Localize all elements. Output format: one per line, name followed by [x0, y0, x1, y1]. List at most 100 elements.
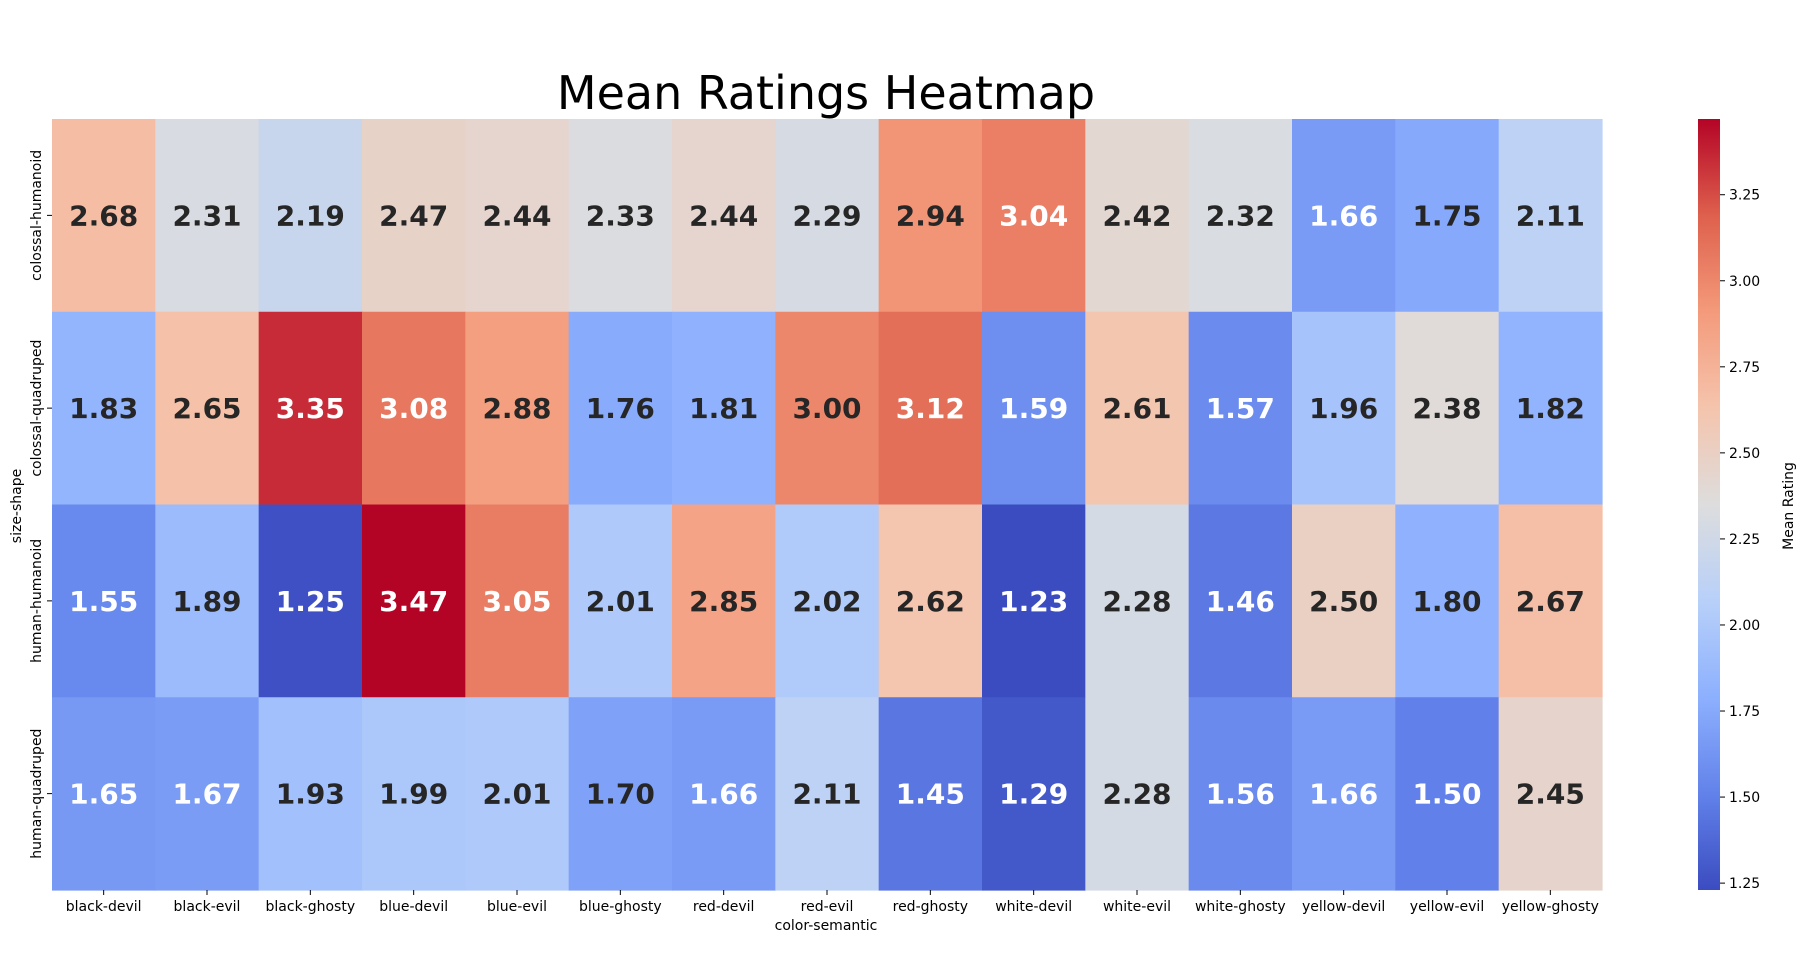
x-tick-label: white-devil	[995, 899, 1072, 915]
x-tick-label: black-ghosty	[266, 899, 356, 915]
cell-value-label: 2.29	[792, 199, 861, 232]
x-axis: black-devil black-evil black-ghosty blue-de…	[66, 890, 1599, 915]
heatmap-cell	[52, 504, 156, 698]
x-tick-label: red-devil	[693, 899, 755, 915]
heatmap-cell	[982, 697, 1086, 891]
cell-value-label: 2.44	[482, 199, 551, 232]
cell-value-label: 1.66	[689, 778, 758, 811]
cell-value-label: 2.01	[586, 585, 655, 618]
heatmap-cell	[362, 697, 466, 891]
heatmap-cell	[1188, 119, 1293, 313]
cell-value-label: 2.47	[379, 199, 448, 232]
heatmap-cell	[1498, 119, 1603, 313]
heatmap-cell	[465, 697, 570, 891]
heatmap-cell	[258, 697, 363, 891]
colorbar-tick-label: 3.25	[1729, 188, 1760, 204]
heatmap-cell	[1498, 311, 1603, 506]
x-tick-label: red-evil	[801, 899, 854, 915]
cell-value-label: 1.55	[69, 585, 138, 618]
y-tick-label: human-humanoid	[29, 539, 45, 663]
cell-value-label: 1.76	[586, 392, 655, 425]
heatmap-cell	[1292, 504, 1396, 698]
heatmap-cell	[878, 119, 983, 313]
cell-value-label: 2.11	[792, 778, 861, 811]
colorbar-tick-label: 1.50	[1729, 790, 1760, 806]
cell-value-label: 1.46	[1206, 585, 1275, 618]
heatmap-cell	[775, 697, 880, 891]
heatmap-cell	[362, 504, 466, 698]
heatmap-cell	[52, 311, 156, 506]
cell-value-label: 2.01	[482, 778, 551, 811]
cell-value-label: 2.19	[276, 199, 345, 232]
heatmap-cell	[52, 119, 156, 313]
cell-value-label: 2.50	[1309, 585, 1378, 618]
heatmap-cell	[672, 697, 776, 891]
cell-value-label: 2.65	[172, 392, 241, 425]
cell-value-label: 3.12	[896, 392, 965, 425]
cell-value-label: 1.75	[1412, 199, 1481, 232]
x-axis-label: color-semantic	[775, 918, 878, 934]
y-tick-label: colossal-quadruped	[29, 340, 45, 477]
heatmap-cell	[1395, 119, 1500, 313]
cell-value-label: 2.94	[896, 199, 965, 232]
colorbar-tick-label: 2.00	[1729, 618, 1760, 634]
heatmap-cell	[258, 504, 363, 698]
x-tick-label: white-evil	[1103, 899, 1171, 915]
cell-value-label: 2.44	[689, 199, 758, 232]
y-tick-label: colossal-humanoid	[29, 150, 45, 281]
cell-value-label: 2.62	[896, 585, 965, 618]
cell-value-label: 2.45	[1516, 778, 1585, 811]
cell-value-label: 2.32	[1206, 199, 1275, 232]
heatmap-cell	[1395, 697, 1500, 891]
colorbar-tick-label: 2.25	[1729, 532, 1760, 548]
cell-value-label: 1.89	[172, 585, 241, 618]
colorbar-ticks: 1.25 1.50 1.75 2.00 2.25 2.50 2.75 3.00 3.25	[1720, 188, 1760, 892]
x-tick-label: white-ghosty	[1195, 899, 1286, 915]
heatmap-cell	[568, 697, 673, 891]
heatmap-cell	[1292, 697, 1396, 891]
cell-value-label: 1.83	[69, 392, 138, 425]
heatmap-cell	[982, 311, 1086, 506]
colorbar-tick-label: 2.75	[1729, 360, 1760, 376]
heatmap-cells	[52, 119, 1603, 891]
cell-value-label: 2.38	[1412, 392, 1481, 425]
heatmap-cell	[155, 119, 260, 313]
cell-value-label: 2.02	[792, 585, 861, 618]
cell-value-label: 2.28	[1102, 585, 1171, 618]
cell-value-label: 2.61	[1102, 392, 1171, 425]
heatmap-cell	[1498, 504, 1603, 698]
cell-annotations: 2.68 2.31 2.19 2.47 2.44 2.33 2.44 2.29 2.94 3.04…	[69, 199, 1585, 810]
x-tick-label: black-evil	[174, 899, 241, 915]
cell-value-label: 1.23	[999, 585, 1068, 618]
y-tick-label: human-quadruped	[29, 729, 45, 859]
heatmap-cell	[775, 504, 880, 698]
heatmap-cell	[672, 311, 776, 506]
heatmap-cell	[155, 697, 260, 891]
cell-value-label: 1.56	[1206, 778, 1275, 811]
heatmap-cell	[775, 311, 880, 506]
cell-value-label: 3.00	[792, 392, 861, 425]
colorbar-tick-label: 1.25	[1729, 876, 1760, 892]
heatmap-cell	[672, 504, 776, 698]
heatmap-cell	[362, 119, 466, 313]
heatmap-cell	[1085, 504, 1190, 698]
cell-value-label: 1.80	[1412, 585, 1481, 618]
x-tick-label: black-devil	[66, 899, 142, 915]
cell-value-label: 2.42	[1102, 199, 1171, 232]
heatmap-cell	[1188, 311, 1293, 506]
heatmap-cell	[1188, 697, 1293, 891]
cell-value-label: 2.11	[1516, 199, 1585, 232]
cell-value-label: 1.81	[689, 392, 758, 425]
x-tick-label: yellow-ghosty	[1502, 899, 1599, 915]
heatmap-cell	[1085, 119, 1190, 313]
heatmap-cell	[362, 311, 466, 506]
cell-value-label: 2.68	[69, 199, 138, 232]
x-tick-label: blue-devil	[379, 899, 448, 915]
x-tick-label: blue-evil	[487, 899, 547, 915]
chart-title: Mean Ratings Heatmap	[557, 66, 1095, 120]
cell-value-label: 2.85	[689, 585, 758, 618]
cell-value-label: 3.04	[999, 199, 1068, 232]
cell-value-label: 1.70	[586, 778, 655, 811]
heatmap-cell	[258, 119, 363, 313]
